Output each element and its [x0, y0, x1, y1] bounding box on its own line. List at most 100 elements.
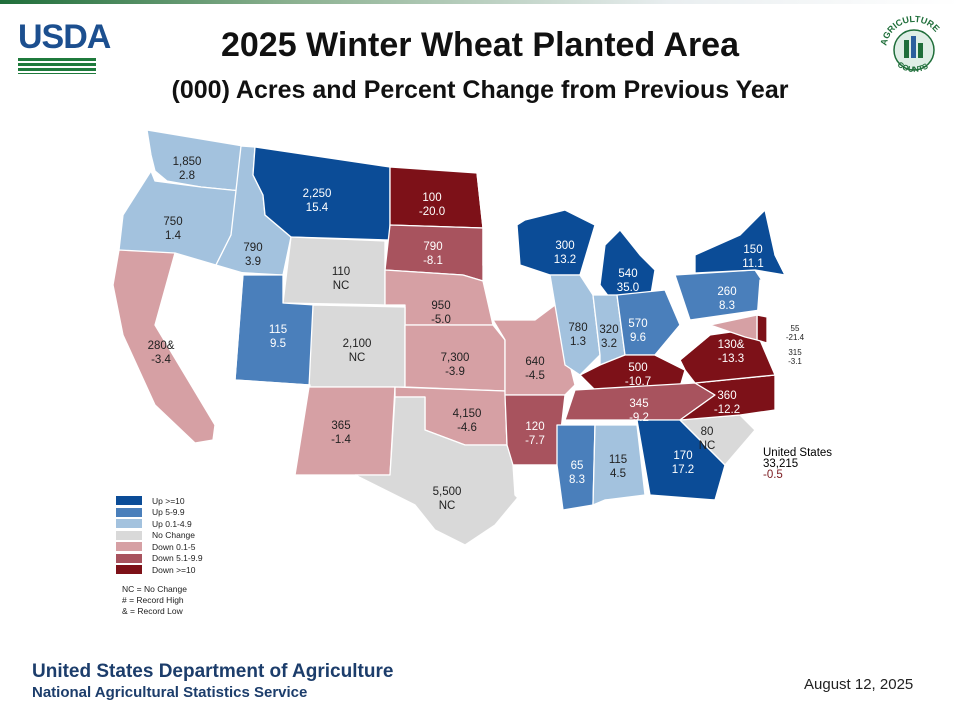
- legend-swatch: [116, 496, 142, 506]
- state-shape-az: [214, 379, 311, 476]
- legend-swatch: [116, 565, 142, 575]
- state-change-al: 4.5: [610, 468, 626, 480]
- legend-swatch: [116, 553, 142, 563]
- state-change-ms: 8.3: [569, 474, 585, 486]
- map-legend: Up >=10 Up 5-9.9 Up 0.1-4.9 No Change Down 0…: [116, 495, 203, 576]
- usda-logo: USDA: [14, 16, 111, 76]
- legend-label: Up 5-9.9: [152, 507, 185, 518]
- legend-note: NC = No Change: [122, 584, 187, 594]
- us-total: United States 33,215 -0.5: [763, 447, 833, 481]
- state-change-in: 3.2: [601, 338, 617, 350]
- state-acres-md: 315: [788, 348, 802, 357]
- state-change-ky: -10.7: [625, 376, 651, 388]
- state-change-oh: 9.6: [630, 332, 646, 344]
- state-acres-ca: 280&: [148, 340, 175, 352]
- agriculture-counts-logo: AGRICULTURE COUNTS: [878, 14, 941, 74]
- legend-item: No Change: [116, 530, 203, 542]
- state-change-mt: 15.4: [306, 202, 329, 214]
- state-change-mi: 35.0: [617, 282, 639, 294]
- state-shape-mo: [492, 304, 576, 396]
- state-change-co: NC: [349, 352, 366, 364]
- state-change-sd: -8.1: [423, 255, 443, 267]
- us-total-acres: 33,215: [763, 458, 799, 470]
- state-acres-ut: 115: [269, 324, 287, 336]
- state-acres-tn: 345: [629, 398, 648, 410]
- state-acres-mo: 640: [525, 356, 544, 368]
- state-acres-ks: 7,300: [441, 352, 470, 364]
- legend-label: No Change: [152, 530, 196, 541]
- legend-item: Up 0.1-4.9: [116, 518, 203, 530]
- state-change-il: 1.3: [570, 336, 586, 348]
- state-acres-wa: 1,850: [173, 156, 202, 168]
- state-shape-de: [756, 314, 768, 344]
- footer-agency: National Agricultural Statistics Service: [32, 684, 308, 701]
- state-acres-sc: 80: [701, 426, 714, 438]
- state-change-wa: 2.8: [179, 170, 195, 182]
- state-change-nm: -1.4: [331, 434, 351, 446]
- legend-label: Up 0.1-4.9: [152, 518, 192, 529]
- state-change-ny: 11.1: [742, 258, 764, 270]
- state-change-ut: 9.5: [270, 338, 286, 350]
- legend-note: & = Record Low: [122, 606, 183, 616]
- state-acres-co: 2,100: [343, 338, 372, 350]
- state-change-de: -21.4: [786, 333, 805, 342]
- state-acres-id: 790: [243, 242, 262, 254]
- legend-label: Down 5.1-9.9: [152, 553, 203, 564]
- state-acres-tx: 5,500: [433, 486, 462, 498]
- state-change-wi: 13.2: [554, 254, 576, 266]
- state-shape-ca: [112, 249, 216, 444]
- state-shape-ny: [694, 209, 786, 276]
- state-shape-tx: [354, 396, 521, 545]
- state-acres-wy: 110: [332, 266, 350, 278]
- state-acres-il: 780: [568, 322, 587, 334]
- svg-text:COUNTS: COUNTS: [896, 60, 930, 74]
- usda-logo-stripes: [18, 58, 96, 74]
- page-title: 2025 Winter Wheat Planted Area: [220, 26, 740, 64]
- state-acres-ny: 150: [743, 244, 762, 256]
- state-acres-ms: 65: [571, 460, 584, 472]
- legend-notes: NC = No Change # = Record High & = Record …: [122, 584, 187, 617]
- state-change-ok: -4.6: [457, 422, 477, 434]
- state-shape-il: [549, 274, 601, 376]
- legend-item: Down 5.1-9.9: [116, 553, 203, 565]
- state-shape-al: [592, 424, 646, 506]
- us-total-label: United States: [763, 447, 833, 459]
- legend-note: # = Record High: [122, 595, 184, 605]
- state-acres-mi: 540: [618, 268, 637, 280]
- state-acres-sd: 790: [423, 241, 442, 253]
- legend-item: Down >=10: [116, 564, 203, 576]
- footer-department: United States Department of Agriculture: [32, 661, 394, 682]
- legend-swatch: [116, 519, 142, 529]
- state-change-ar: -7.7: [525, 435, 545, 447]
- state-change-va: -13.3: [718, 353, 744, 365]
- state-change-ga: 17.2: [672, 464, 694, 476]
- state-acres-or: 750: [163, 216, 182, 228]
- state-shape-md: [709, 314, 758, 341]
- state-acres-wi: 300: [555, 240, 574, 252]
- state-change-ca: -3.4: [151, 354, 171, 366]
- state-change-sc: NC: [699, 440, 716, 452]
- legend-swatch: [116, 530, 142, 540]
- legend-label: Up >=10: [152, 495, 185, 506]
- legend-item: Down 0.1-5: [116, 541, 203, 553]
- state-acres-al: 115: [609, 454, 627, 466]
- legend-label: Down >=10: [152, 564, 196, 575]
- state-change-or: 1.4: [165, 230, 182, 242]
- state-acres-ne: 950: [431, 300, 450, 312]
- state-acres-ga: 170: [673, 450, 692, 462]
- state-change-ks: -3.9: [445, 366, 465, 378]
- state-acres-oh: 570: [628, 318, 647, 330]
- state-acres-mt: 2,250: [303, 188, 332, 200]
- state-shape-nj: [756, 279, 776, 326]
- state-shape-ga: [636, 419, 726, 501]
- us-total-change: -0.5: [763, 469, 783, 481]
- state-change-md: -3.1: [788, 357, 802, 366]
- state-acres-ok: 4,150: [453, 408, 482, 420]
- state-change-tx: NC: [439, 500, 456, 512]
- legend-item: Up 5-9.9: [116, 507, 203, 519]
- us-state-map: 1,850 2.8 750 1.4 790 3.9 2,250 15.4 100 -20.0 790…: [112, 129, 841, 545]
- state-acres-nm: 365: [331, 420, 350, 432]
- state-change-wy: NC: [333, 280, 350, 292]
- legend-swatch: [116, 507, 142, 517]
- state-change-id: 3.9: [245, 256, 261, 268]
